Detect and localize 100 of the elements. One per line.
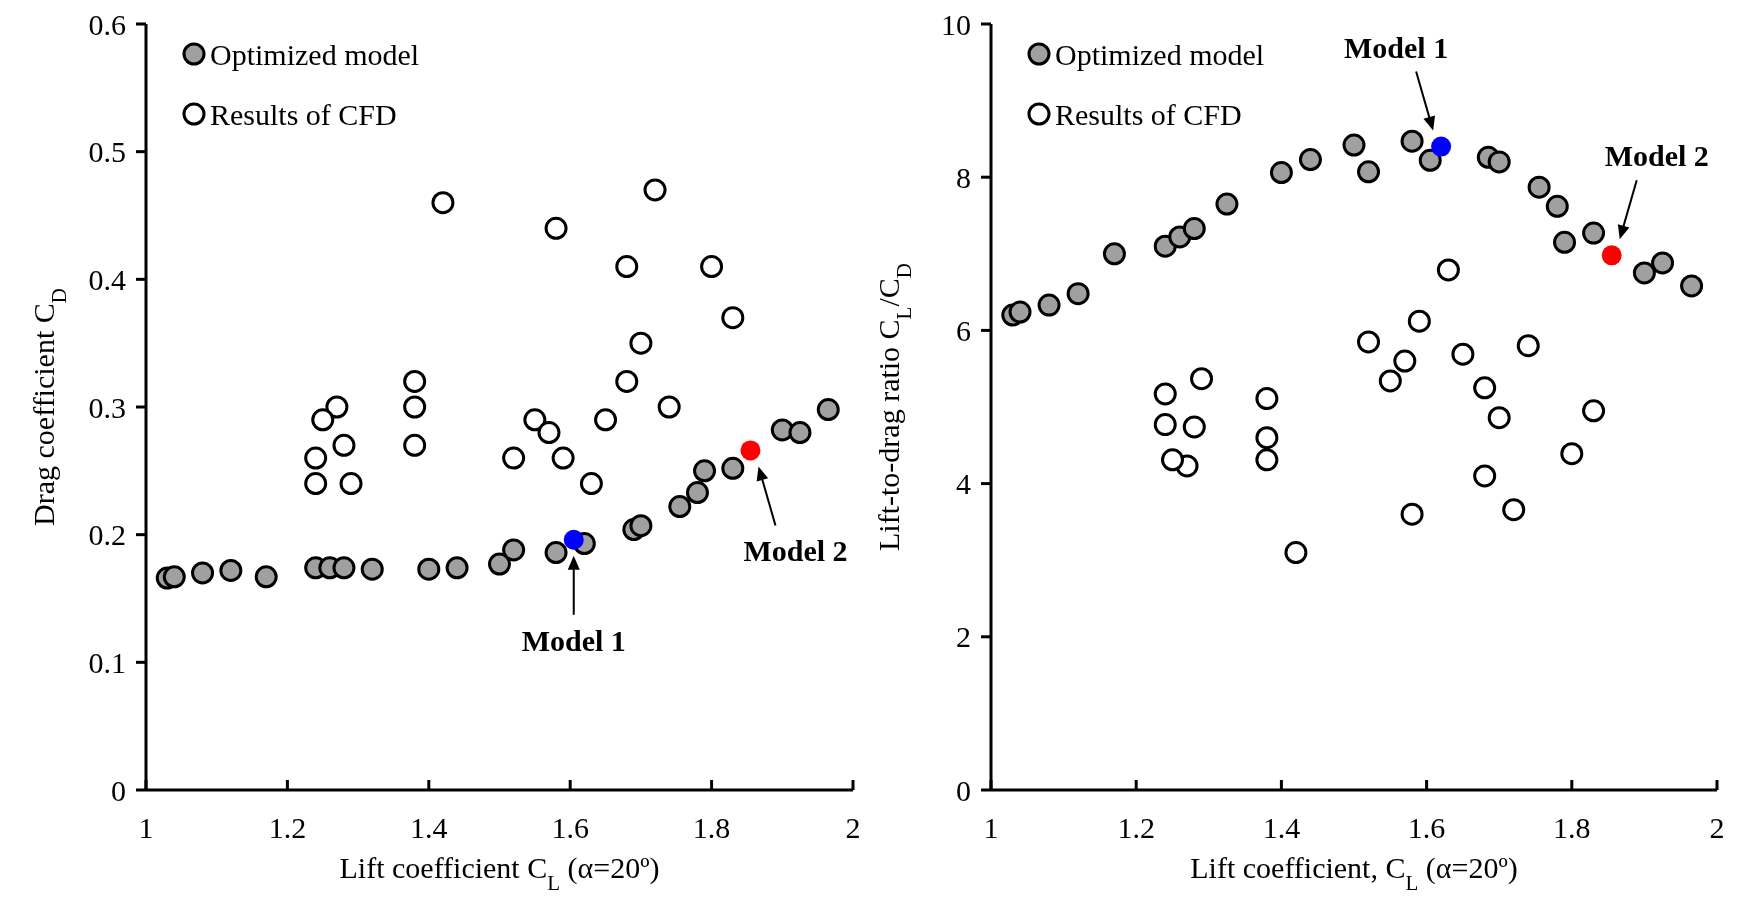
point bbox=[502, 446, 526, 470]
point bbox=[1487, 406, 1511, 430]
point bbox=[537, 421, 561, 445]
point bbox=[502, 538, 526, 562]
legend-label: Optimized model bbox=[210, 37, 420, 71]
point bbox=[1473, 464, 1497, 488]
x-tick-label: 1.8 bbox=[1553, 811, 1591, 844]
point bbox=[191, 561, 215, 585]
point bbox=[629, 514, 653, 538]
point bbox=[740, 440, 761, 461]
point bbox=[1378, 369, 1402, 393]
point bbox=[332, 556, 356, 580]
y-tick-label: 6 bbox=[956, 313, 971, 347]
point bbox=[1680, 274, 1704, 298]
point bbox=[1400, 129, 1424, 153]
point bbox=[1182, 415, 1206, 439]
x-axis-title: Lift coefficient, C$_{L}$ (α=20º) bbox=[1190, 851, 1518, 895]
x-tick-label: 1.2 bbox=[1117, 811, 1155, 844]
y-tick-label: 0 bbox=[111, 773, 126, 807]
point bbox=[304, 472, 328, 496]
point bbox=[721, 306, 745, 330]
point bbox=[417, 557, 441, 581]
y-tick-label: 10 bbox=[941, 7, 971, 41]
annotation: Model 2 bbox=[743, 534, 848, 568]
annotation: Model 1 bbox=[521, 623, 626, 657]
y-tick-label: 0.5 bbox=[88, 135, 126, 169]
x-tick-label: 1.8 bbox=[692, 811, 731, 844]
point bbox=[615, 255, 639, 279]
point bbox=[1269, 161, 1293, 185]
point bbox=[1632, 261, 1656, 285]
point bbox=[403, 433, 427, 457]
point bbox=[1582, 221, 1606, 245]
y-tick-label: 2 bbox=[956, 620, 971, 654]
point bbox=[339, 472, 363, 496]
y-tick-label: 8 bbox=[956, 160, 971, 194]
point bbox=[431, 191, 455, 215]
point bbox=[1255, 426, 1279, 450]
point bbox=[1516, 334, 1540, 358]
x-tick-label: 1.6 bbox=[1407, 811, 1446, 844]
point bbox=[563, 529, 584, 550]
point bbox=[1066, 282, 1090, 306]
point bbox=[1553, 230, 1577, 254]
point bbox=[544, 541, 568, 565]
point bbox=[1255, 448, 1279, 472]
y-tick-label: 0 bbox=[956, 773, 971, 807]
point bbox=[1400, 502, 1424, 526]
point bbox=[1487, 150, 1511, 174]
point bbox=[304, 446, 328, 470]
point bbox=[488, 552, 511, 576]
legend-label: Optimized model bbox=[1055, 37, 1265, 71]
x-tick-label: 1.6 bbox=[551, 811, 589, 844]
point bbox=[1393, 349, 1417, 373]
point bbox=[1502, 498, 1526, 522]
point bbox=[1215, 192, 1239, 216]
y-tick-label: 0.4 bbox=[88, 262, 126, 296]
point bbox=[162, 565, 186, 589]
point bbox=[1357, 160, 1381, 184]
point bbox=[788, 421, 812, 445]
point bbox=[1357, 330, 1381, 354]
x-tick-label: 1.2 bbox=[268, 811, 307, 844]
point bbox=[816, 398, 840, 422]
y-tick-label: 0.1 bbox=[88, 645, 126, 679]
point bbox=[1255, 387, 1279, 411]
point bbox=[579, 472, 603, 496]
point bbox=[254, 565, 278, 589]
x-tick-label: 2 bbox=[845, 811, 861, 844]
point bbox=[1037, 293, 1061, 317]
point bbox=[1182, 217, 1206, 240]
x-tick-label: 1.4 bbox=[1262, 811, 1301, 844]
legend-label: Results of CFD bbox=[1055, 97, 1242, 131]
y-tick-label: 0.3 bbox=[88, 390, 126, 424]
point bbox=[1407, 309, 1431, 333]
point bbox=[693, 459, 717, 483]
x-tick-label: 1 bbox=[983, 811, 999, 844]
point bbox=[700, 255, 724, 279]
point bbox=[311, 408, 335, 432]
point bbox=[1298, 148, 1322, 172]
point bbox=[1102, 242, 1126, 266]
point bbox=[360, 557, 384, 581]
point bbox=[1153, 413, 1177, 437]
point bbox=[325, 395, 349, 419]
point bbox=[551, 446, 575, 470]
annotation: Model 1 bbox=[1344, 30, 1449, 64]
point bbox=[544, 216, 568, 240]
point bbox=[721, 456, 745, 480]
point bbox=[1190, 367, 1214, 391]
point bbox=[403, 369, 427, 393]
point bbox=[1601, 245, 1622, 266]
point bbox=[1008, 300, 1032, 324]
point bbox=[615, 369, 639, 393]
x-axis-title: Lift coefficient C$_{L}$ (α=20º) bbox=[339, 851, 660, 895]
point bbox=[643, 178, 667, 202]
y-tick-label: 4 bbox=[956, 467, 971, 501]
point bbox=[1431, 136, 1452, 157]
point bbox=[332, 433, 356, 457]
point bbox=[1527, 175, 1551, 199]
point bbox=[523, 408, 547, 432]
y-tick-label: 0.6 bbox=[88, 7, 126, 41]
x-tick-label: 1.4 bbox=[410, 811, 448, 844]
point bbox=[1582, 399, 1606, 423]
